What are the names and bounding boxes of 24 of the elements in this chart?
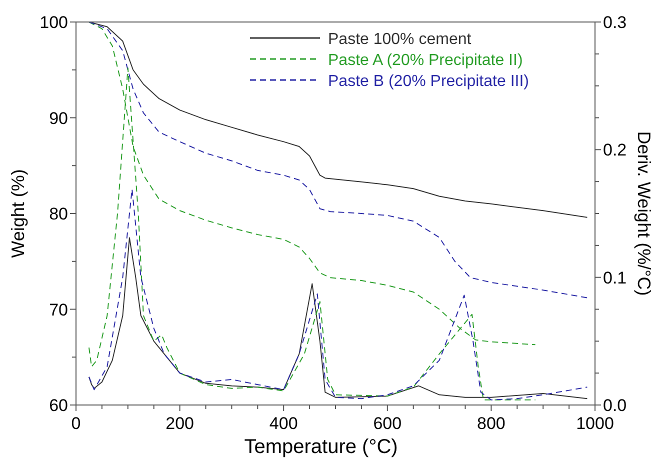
legend-label: Paste B (20% Precipitate III) [328,73,529,90]
y2-tick-label: 0.1 [603,268,627,288]
x-tick-label: 800 [477,414,506,433]
line-series [88,237,588,400]
x-tick-label: 400 [269,414,298,433]
line-series [88,188,588,400]
y-tick-label: 70 [49,300,68,320]
y-tick-label: 60 [49,396,68,415]
y-tick-label: 80 [49,204,68,224]
legend-label: Paste 100% cement [328,31,472,48]
y2-tick-label: 0.2 [603,140,627,160]
y-axis-title: Weight (%) [8,169,28,258]
y-tick-label: 100 [40,13,68,32]
y2-tick-label: 0.3 [603,13,627,32]
legend-label: Paste A (20% Precipitate II) [328,52,523,69]
x-tick-label: 1000 [576,414,614,433]
x-axis-title: Temperature (°C) [244,436,398,458]
x-tick-label: 600 [373,414,402,433]
x-tick-label: 200 [166,414,194,433]
y2-axis-title: Deriv. Weight (%/°C) [634,131,654,296]
y-tick-label: 90 [49,108,68,128]
x-tick-label: 0 [71,414,81,433]
y2-tick-label: 0.0 [603,396,627,415]
line-series [88,22,588,298]
